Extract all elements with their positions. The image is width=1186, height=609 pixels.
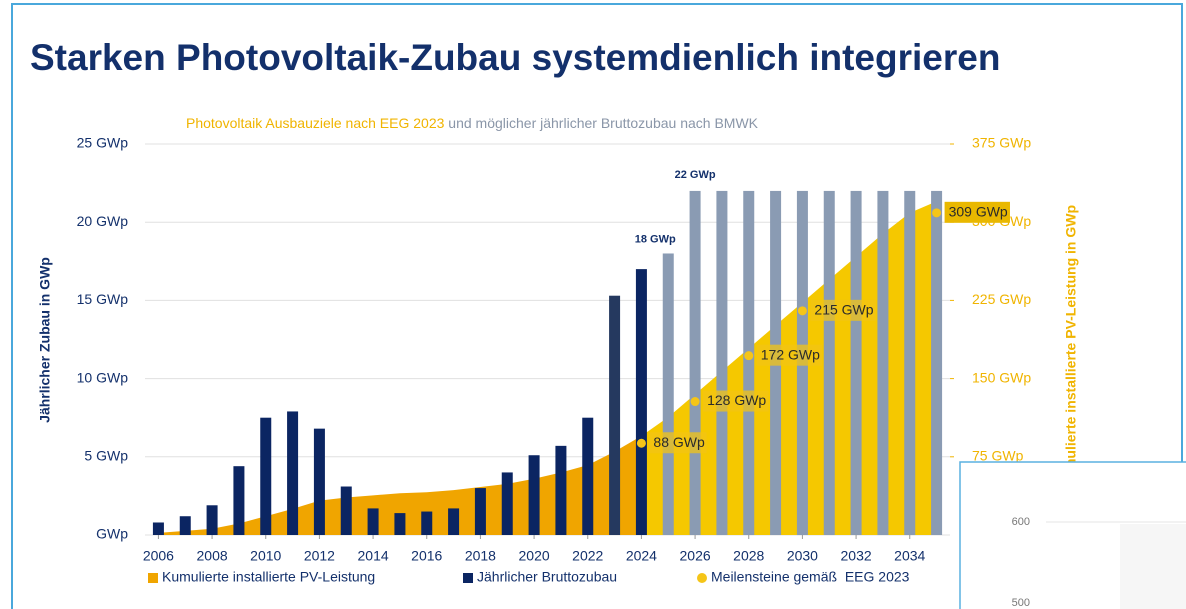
milestone-point xyxy=(797,306,807,316)
milestone-point xyxy=(690,397,700,407)
x-tick-label: 2026 xyxy=(680,548,711,564)
bar xyxy=(823,190,835,536)
legend-swatch xyxy=(697,573,707,583)
x-tick-label: 2020 xyxy=(519,548,550,564)
y-tick-label: 10 GWp xyxy=(77,369,129,385)
bar xyxy=(931,190,943,536)
legend-label: Jährlicher Bruttozubau xyxy=(477,569,617,585)
legend-swatch xyxy=(463,573,473,583)
chart-subtitle: Photovoltaik Ausbauziele nach EEG 2023 u… xyxy=(186,115,759,131)
plot: GWp 5 GWp 10 GWp 15 GWp 20 GWp 25 GWp 75 GWp 15… xyxy=(77,135,1032,585)
y2-tick-label: 225 GWp xyxy=(972,291,1031,307)
y2-tick-label: 75 GWp xyxy=(972,448,1024,464)
chart-title: Starken Photovoltaik-Zubau systemdienlic… xyxy=(30,37,1000,78)
milestone-label: 172 GWp xyxy=(761,346,820,362)
milestone-label: 128 GWp xyxy=(707,392,766,408)
bar xyxy=(850,190,862,536)
bar xyxy=(528,455,540,535)
x-tick-label: 2030 xyxy=(787,548,818,564)
bar xyxy=(609,295,621,535)
bar xyxy=(501,472,513,535)
bar-value-label: 22 GWp xyxy=(675,169,716,181)
milestone-label-box xyxy=(810,299,876,321)
y2-tick-label: 375 GWp xyxy=(972,135,1031,151)
bar xyxy=(555,445,567,535)
milestone-label-box xyxy=(756,344,823,366)
bar xyxy=(394,513,406,535)
bar xyxy=(152,522,164,535)
milestone-point xyxy=(636,438,646,448)
x-tick-label: 2022 xyxy=(572,548,603,564)
bar xyxy=(474,488,486,535)
inset-panel: 600 500 xyxy=(959,461,1186,609)
x-tick-label: 2032 xyxy=(841,548,872,564)
milestone-label-box xyxy=(944,201,1010,223)
milestone-label-box xyxy=(649,432,707,454)
inset-label: 500 xyxy=(1012,597,1030,609)
bar xyxy=(743,190,755,536)
inset-area xyxy=(1120,524,1186,609)
x-tick-label: 2006 xyxy=(143,548,174,564)
area xyxy=(158,435,642,535)
subtitle-part: und möglicher jährlicher Bruttozubau nac… xyxy=(444,115,758,131)
y-tick-label: 25 GWp xyxy=(77,135,129,151)
y2-axis-label: Kumulierte installierte PV-Leistung in G… xyxy=(1063,205,1079,490)
x-tick-label: 2012 xyxy=(304,548,335,564)
bar xyxy=(689,190,701,536)
y-axis-label: Jährlicher Zubau in GWp xyxy=(37,257,53,423)
y-tick-label: 5 GWp xyxy=(84,448,128,464)
bar xyxy=(233,466,245,535)
milestone-point xyxy=(932,208,942,218)
bar xyxy=(582,417,594,535)
milestone-label-box xyxy=(703,390,769,412)
bar xyxy=(716,190,728,536)
bar xyxy=(260,417,272,535)
legend-label: Meilensteine gemäß EEG 2023 xyxy=(711,569,910,585)
milestone-label: 309 GWp xyxy=(949,204,1008,220)
bar xyxy=(448,508,460,535)
x-tick-label: 2014 xyxy=(358,548,389,564)
bar xyxy=(877,190,889,536)
milestone-label: 88 GWp xyxy=(653,434,705,450)
legend-swatch xyxy=(148,573,158,583)
bar xyxy=(662,253,674,536)
x-tick-label: 2018 xyxy=(465,548,496,564)
y-tick-label: 20 GWp xyxy=(77,213,129,229)
x-tick-label: 2008 xyxy=(197,548,228,564)
bar xyxy=(367,508,379,535)
bar xyxy=(635,269,647,535)
y-tick-label: GWp xyxy=(96,526,128,542)
x-tick-label: 2034 xyxy=(894,548,925,564)
bar xyxy=(287,411,299,535)
y2-tick-label: 150 GWp xyxy=(972,369,1031,385)
x-tick-label: 2024 xyxy=(626,548,657,564)
bar xyxy=(904,190,916,536)
bar xyxy=(313,428,325,535)
subtitle-part: Photovoltaik Ausbauziele nach EEG 2023 xyxy=(186,115,445,131)
bar xyxy=(206,505,218,535)
x-tick-label: 2028 xyxy=(733,548,764,564)
bar-value-label: 18 GWp xyxy=(635,233,676,245)
bar xyxy=(179,516,191,535)
x-tick-label: 2016 xyxy=(411,548,442,564)
milestone-point xyxy=(744,351,754,361)
y-tick-label: 15 GWp xyxy=(77,291,129,307)
milestone-label: 215 GWp xyxy=(814,302,873,318)
bar xyxy=(340,486,352,535)
area xyxy=(641,201,937,535)
bar xyxy=(421,511,433,535)
legend-label: Kumulierte installierte PV-Leistung xyxy=(162,569,375,585)
inset-label: 600 xyxy=(1012,516,1030,528)
x-tick-label: 2010 xyxy=(250,548,281,564)
